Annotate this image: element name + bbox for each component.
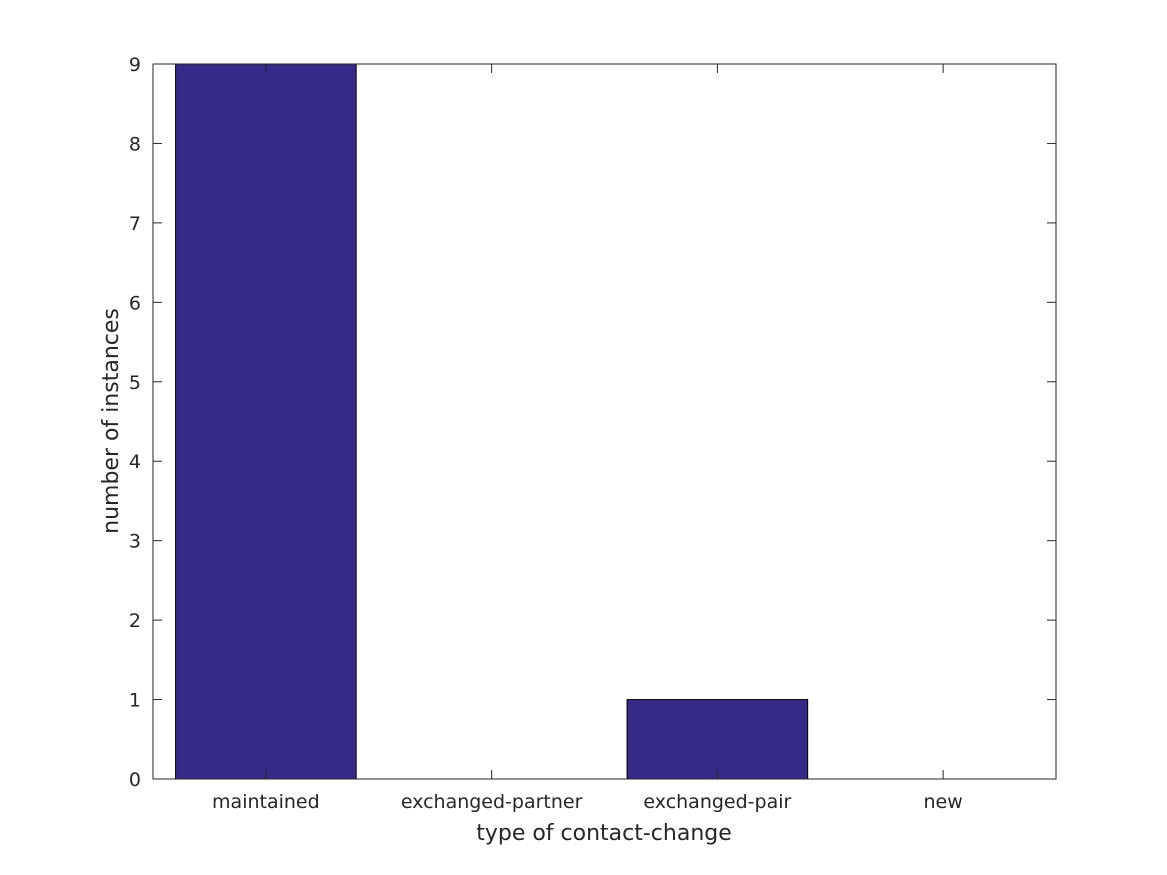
ticks-layer bbox=[153, 63, 1056, 780]
x-axis-title: type of contact-change bbox=[476, 821, 732, 846]
y-tick-label: 1 bbox=[129, 690, 141, 712]
y-axis-title: number of instances bbox=[99, 308, 124, 534]
y-tick-label: 4 bbox=[129, 451, 141, 473]
x-tick-label: maintained bbox=[212, 791, 320, 813]
bars-layer bbox=[175, 63, 809, 780]
x-tick-label: new bbox=[923, 791, 962, 813]
y-tick-label: 5 bbox=[129, 372, 141, 394]
bar-maintained bbox=[175, 63, 357, 780]
y-tick-label: 2 bbox=[129, 610, 141, 632]
labels-layer: 0 1 2 3 4 5 6 7 8 9 maintained exchanged-partner exc… bbox=[129, 54, 963, 813]
y-tick-label: 7 bbox=[129, 213, 141, 235]
x-tick-label: exchanged-partner bbox=[401, 791, 583, 813]
y-tick-label: 9 bbox=[129, 54, 141, 76]
y-tick-label: 8 bbox=[129, 133, 141, 155]
x-tick-label: exchanged-pair bbox=[643, 791, 791, 813]
y-tick-label: 0 bbox=[129, 769, 141, 791]
bar-exchanged-pair bbox=[626, 699, 809, 780]
y-tick-label: 6 bbox=[129, 292, 141, 314]
plot-area-border bbox=[152, 63, 1057, 780]
y-tick-label: 3 bbox=[129, 531, 141, 553]
